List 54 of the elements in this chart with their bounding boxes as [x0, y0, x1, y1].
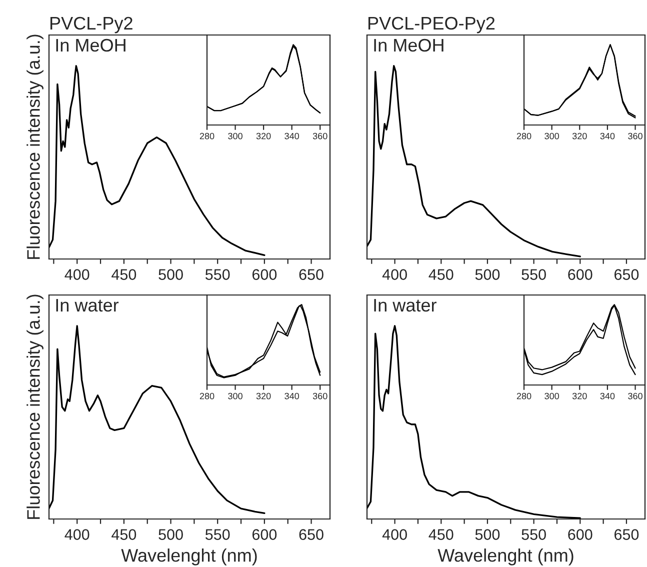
x-tick-label: 650 [614, 529, 639, 540]
text: In MeOH [374, 38, 444, 52]
x-tick-label: 600 [568, 529, 592, 540]
x-tick-label: 400 [382, 529, 407, 540]
x-tick-label: 400 [382, 269, 407, 280]
chart-title: PVCL-PEO-Py2 [368, 16, 495, 34]
x-tick-label: 280 [200, 132, 214, 140]
text: In MeOH [56, 38, 126, 52]
x-tick-label: 300 [544, 132, 559, 140]
x-tick-label: 320 [572, 132, 587, 140]
chart-title: PVCL-Py2 [50, 16, 132, 34]
x-tick-label: 280 [516, 132, 532, 140]
x-tick-label: 550 [522, 269, 546, 280]
x-tick-label: 500 [475, 269, 500, 280]
x-tick-label: 340 [284, 132, 300, 140]
x-tick-label: 400 [64, 269, 90, 280]
x-tick-label: 600 [568, 269, 592, 280]
text: In water [56, 299, 119, 312]
x-tick-label: 500 [158, 529, 183, 540]
x-tick-label: 450 [428, 529, 454, 540]
text: In water [374, 299, 436, 312]
x-tick-label: 650 [614, 269, 639, 280]
x-tick-label: 300 [228, 132, 242, 140]
x-tick-label: 450 [428, 269, 454, 280]
x-tick-label: 280 [200, 392, 214, 400]
x-tick-label: 360 [628, 392, 642, 400]
x-tick-label: 320 [256, 392, 271, 400]
x-tick-label: 360 [628, 132, 642, 140]
x-tick-label: 320 [256, 132, 271, 140]
x-tick-label: 320 [572, 392, 587, 400]
y-axis-title: Fluorescence intensity (a.u.) [26, 34, 44, 259]
x-tick-label: 550 [205, 529, 230, 540]
y-axis-title: Fluorescence intensity (a.u.) [26, 294, 44, 519]
x-tick-label: 360 [312, 132, 328, 140]
x-tick-label: 550 [522, 529, 546, 540]
x-tick-label: 500 [158, 269, 183, 280]
x-tick-label: 400 [64, 529, 90, 540]
x-axis-title: Wavelenght (nm) [438, 548, 574, 566]
x-tick-label: 600 [252, 529, 277, 540]
x-tick-label: 550 [205, 269, 230, 280]
x-tick-label: 340 [600, 132, 615, 140]
x-tick-label: 500 [475, 529, 500, 540]
x-tick-label: 450 [112, 269, 136, 280]
x-tick-label: 600 [252, 269, 277, 280]
x-tick-label: 280 [516, 392, 532, 400]
x-tick-label: 340 [600, 392, 615, 400]
x-tick-label: 340 [284, 392, 300, 400]
x-axis-title: Wavelenght (nm) [121, 548, 257, 566]
x-tick-label: 650 [299, 269, 324, 280]
x-tick-label: 300 [544, 392, 559, 400]
x-tick-label: 360 [312, 392, 328, 400]
x-tick-label: 650 [299, 529, 324, 540]
x-tick-label: 300 [228, 392, 242, 400]
x-tick-label: 450 [112, 529, 136, 540]
